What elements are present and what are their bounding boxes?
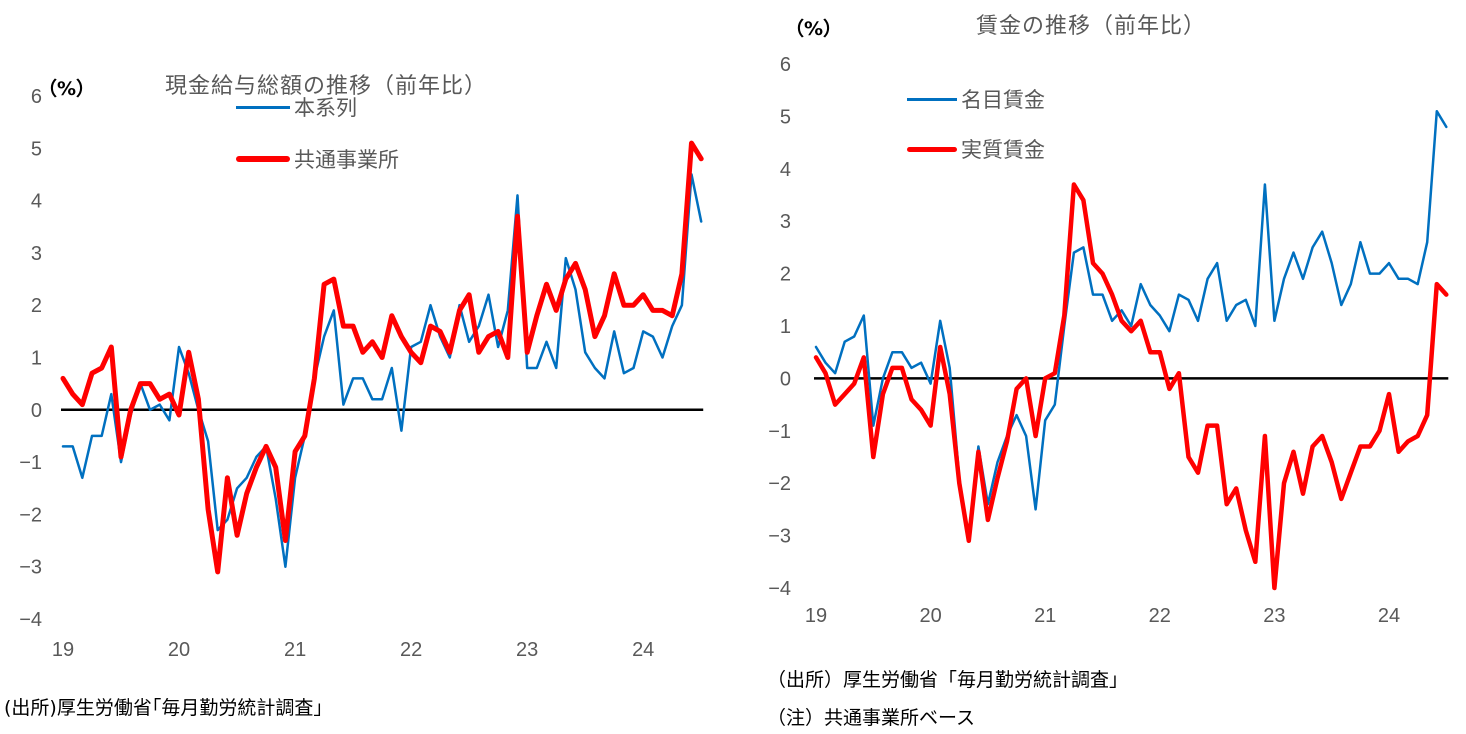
y-tick-label: −2 (19, 504, 42, 526)
series-line-red (813, 182, 1449, 591)
chart-title: 賃金の推移（前年比） (976, 14, 1207, 39)
legend-item-nominal-wage: 名目賃金 (907, 84, 1045, 114)
y-tick-label: 1 (780, 316, 791, 338)
legend-label: 実質賃金 (961, 138, 1045, 162)
series-line-blue (814, 109, 1448, 543)
y-tick-label: 6 (780, 54, 791, 76)
legend-item-honkeiretsu: 本系列 (236, 92, 357, 122)
y-tick-label: −4 (19, 609, 42, 631)
y-tick-label: −4 (768, 578, 791, 600)
y-tick-label: 0 (780, 368, 791, 390)
y-tick-label: 1 (31, 348, 42, 370)
y-tick-label: −1 (768, 421, 791, 443)
x-tick-label: 22 (1149, 605, 1171, 627)
series-line-red (60, 140, 704, 575)
y-tick-label: −2 (768, 473, 791, 495)
legend-item-real-wage: 実質賃金 (907, 134, 1045, 164)
x-tick-label: 24 (632, 639, 654, 661)
x-tick-label: 22 (400, 639, 422, 661)
y-axis-unit-label: （%） (38, 78, 96, 100)
legend-swatch-blue-icon (236, 105, 290, 109)
chart-title: 現金給与総額の推移（前年比） (165, 74, 488, 99)
y-tick-label: 0 (31, 400, 42, 422)
x-tick-label: 23 (516, 639, 538, 661)
y-tick-label: −3 (19, 557, 42, 579)
chart-panel-right: 6 5 4 3 2 1 0 −1 −2 −3 −4 19 20 21 22 23 24 （%） 賃金の推移（前年… (733, 0, 1466, 734)
legend-item-kyotsu-jigyosho: 共通事業所 (236, 144, 399, 174)
y-tick-label: 4 (31, 191, 42, 213)
chart-panel-left: 6 5 4 3 2 1 0 −1 −2 −3 −4 19 20 21 22 23 24 （%） 現金給与総額の推… (4, 74, 704, 719)
source-note: (出所)厚生労働省｢毎月勤労統計調査｣ (4, 697, 323, 719)
legend-label: 名目賃金 (961, 88, 1045, 112)
y-tick-label: −1 (19, 452, 42, 474)
legend-swatch-blue-icon (907, 97, 957, 101)
x-tick-label: 19 (805, 605, 827, 627)
y-tick-label: 2 (780, 264, 791, 286)
legend-swatch-red-icon (907, 146, 957, 152)
y-tick-label: 2 (31, 295, 42, 317)
y-tick-label: −3 (768, 526, 791, 548)
source-note: （出所）厚生労働省「毎月勤労統計調査」 (767, 669, 1129, 691)
x-tick-label: 23 (1263, 605, 1285, 627)
x-tick-label: 20 (919, 605, 941, 627)
x-tick-label: 19 (52, 639, 74, 661)
legend-label: 共通事業所 (294, 148, 399, 172)
x-tick-label: 21 (1034, 605, 1056, 627)
series-line-blue (61, 173, 703, 568)
legend-label: 本系列 (294, 96, 357, 120)
y-axis-unit-label: （%） (785, 18, 843, 40)
y-tick-label: 5 (780, 106, 791, 128)
x-tick-label: 21 (284, 639, 306, 661)
legend-swatch-red-icon (236, 156, 290, 162)
y-tick-label: 3 (780, 211, 791, 233)
y-tick-label: 4 (780, 159, 791, 181)
y-tick-label: 3 (31, 243, 42, 265)
footnote: （注）共通事業所ベース (767, 707, 976, 729)
x-tick-label: 20 (168, 639, 190, 661)
y-tick-label: 5 (31, 138, 42, 160)
y-tick-label: 6 (31, 86, 42, 108)
x-tick-label: 24 (1378, 605, 1400, 627)
